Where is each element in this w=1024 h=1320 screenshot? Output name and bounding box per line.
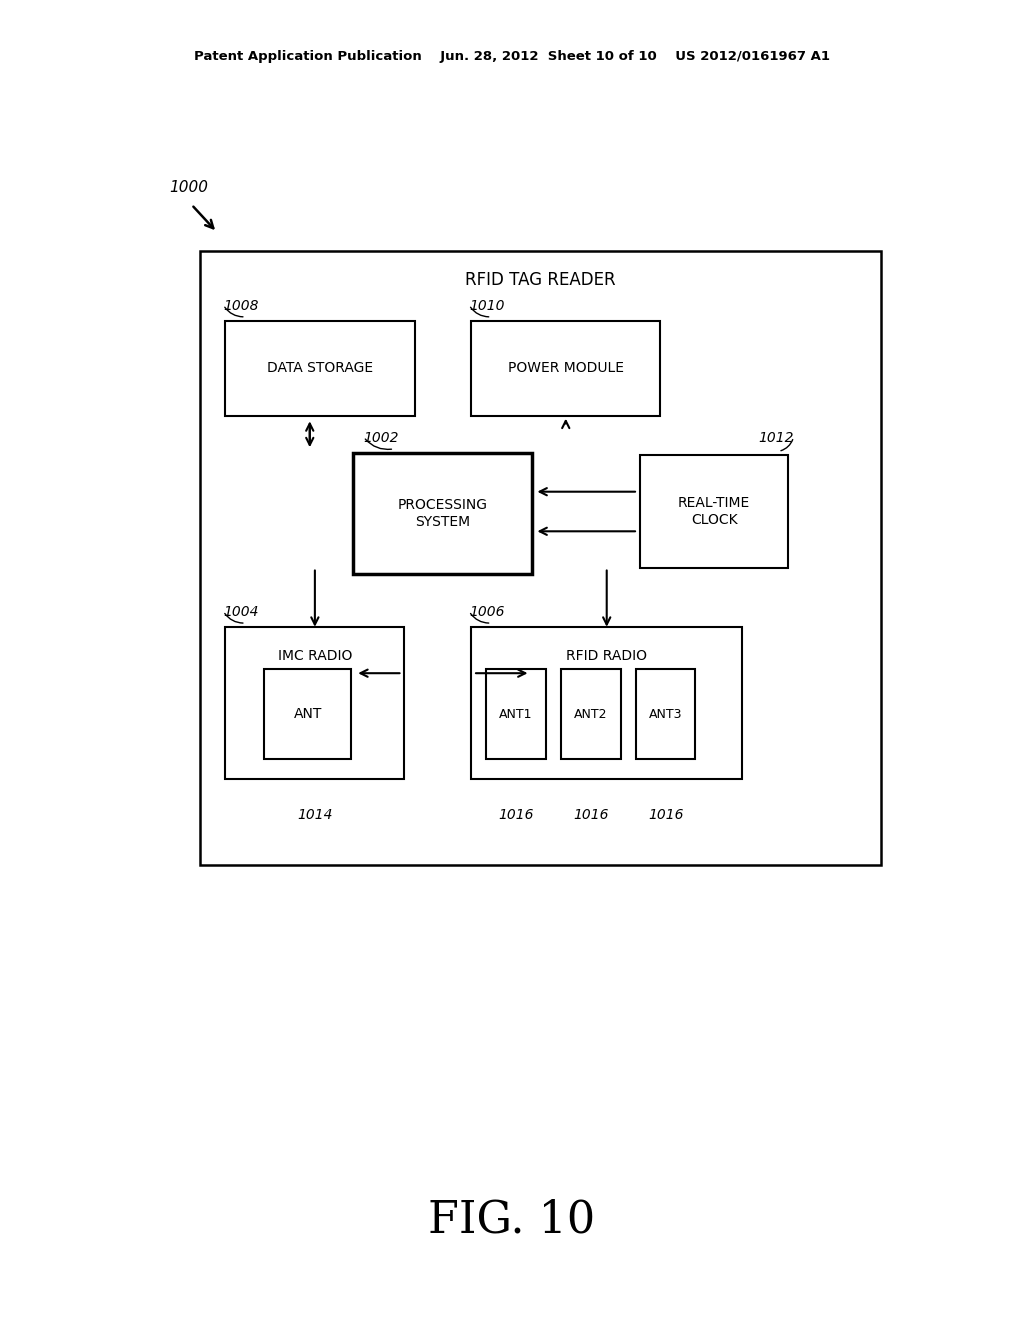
- Text: 1016: 1016: [499, 808, 534, 822]
- Text: 1000: 1000: [169, 181, 208, 195]
- Text: 1014: 1014: [297, 808, 333, 822]
- Bar: [561, 669, 621, 759]
- Text: FIG. 10: FIG. 10: [428, 1199, 596, 1241]
- Bar: [264, 669, 351, 759]
- Text: PROCESSING
SYSTEM: PROCESSING SYSTEM: [398, 499, 487, 528]
- Bar: [640, 455, 788, 568]
- Text: DATA STORAGE: DATA STORAGE: [267, 362, 373, 375]
- Text: RFID RADIO: RFID RADIO: [566, 649, 647, 663]
- Bar: [486, 669, 546, 759]
- Text: 1002: 1002: [364, 430, 399, 445]
- Bar: [636, 669, 695, 759]
- Text: ANT2: ANT2: [574, 708, 607, 721]
- Text: 1004: 1004: [223, 605, 259, 619]
- Text: POWER MODULE: POWER MODULE: [508, 362, 624, 375]
- Bar: [353, 453, 532, 574]
- Bar: [200, 251, 881, 865]
- Text: 1016: 1016: [648, 808, 683, 822]
- Text: ANT3: ANT3: [649, 708, 682, 721]
- Text: 1006: 1006: [469, 605, 505, 619]
- Text: REAL-TIME
CLOCK: REAL-TIME CLOCK: [678, 496, 751, 527]
- Bar: [471, 627, 742, 779]
- Text: ANT1: ANT1: [500, 708, 532, 721]
- Bar: [225, 627, 404, 779]
- Text: 1016: 1016: [573, 808, 608, 822]
- Text: 1012: 1012: [758, 430, 794, 445]
- Bar: [225, 321, 415, 416]
- Text: 1010: 1010: [469, 298, 505, 313]
- Text: RFID TAG READER: RFID TAG READER: [465, 271, 615, 289]
- Text: Patent Application Publication    Jun. 28, 2012  Sheet 10 of 10    US 2012/01619: Patent Application Publication Jun. 28, …: [194, 50, 830, 63]
- Text: ANT: ANT: [294, 708, 322, 721]
- Bar: [471, 321, 660, 416]
- Text: IMC RADIO: IMC RADIO: [278, 649, 352, 663]
- Text: 1008: 1008: [223, 298, 259, 313]
